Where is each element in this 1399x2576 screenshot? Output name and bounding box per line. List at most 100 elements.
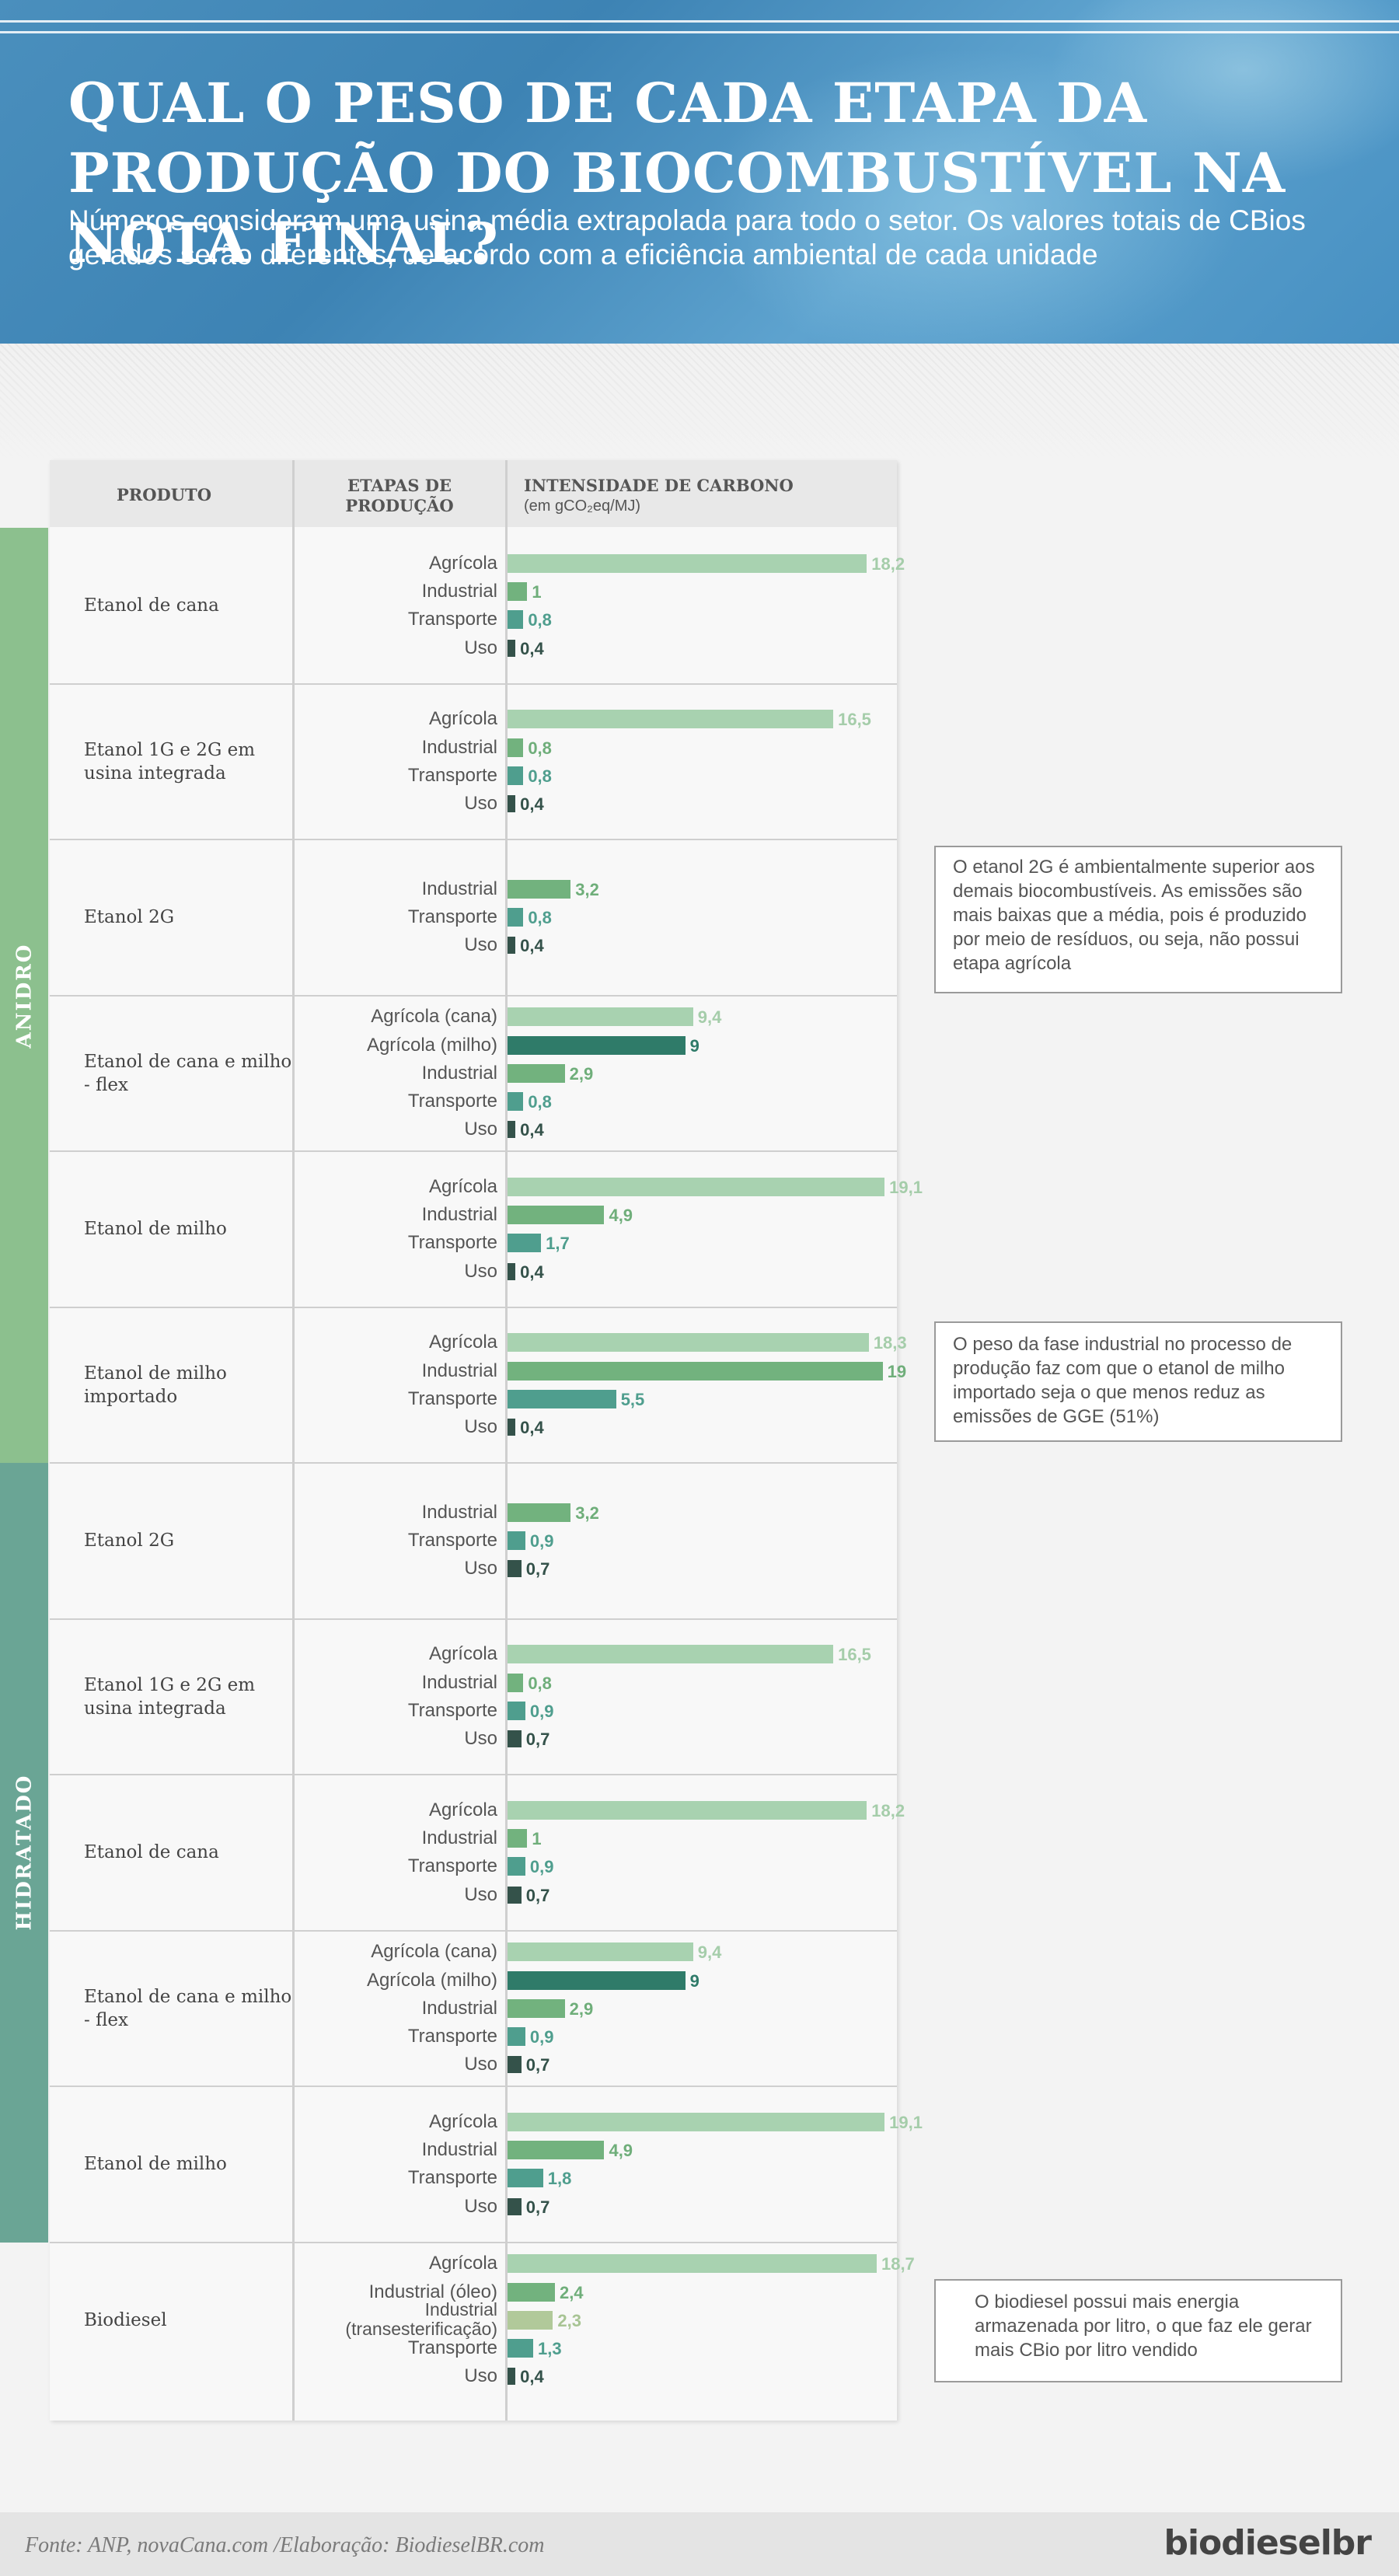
page-title: QUAL O PESO DE CADA ETAPA DA PRODUÇÃO DO… bbox=[68, 71, 1286, 275]
bar-industrial-transest- bbox=[508, 2310, 553, 2330]
stage-label: Agrícola (cana) bbox=[371, 1006, 497, 1028]
row-divider bbox=[50, 2241, 897, 2243]
stage-label: Agrícola bbox=[428, 1799, 497, 1820]
bar-value-label: 1 bbox=[532, 1829, 542, 1849]
stage-label: Uso bbox=[464, 2195, 497, 2217]
bar-value-label: 18,2 bbox=[871, 553, 905, 574]
bar-agricola bbox=[508, 710, 834, 729]
product-name: Etanol de milho importado bbox=[84, 1363, 227, 1407]
bar-value-label: 5,5 bbox=[620, 1389, 645, 1409]
stage-label: Uso bbox=[464, 934, 497, 956]
product-name: Etanol 2G bbox=[84, 907, 175, 928]
bar-value-label: 0,4 bbox=[520, 936, 544, 956]
bar-value-label: 4,9 bbox=[609, 2141, 633, 2161]
bar-value-label: 1 bbox=[532, 582, 542, 602]
stage-label: Industrial bbox=[421, 2139, 497, 2161]
bar-value-label: 9,4 bbox=[697, 1942, 722, 1963]
column-header-produto: PRODUTO bbox=[117, 485, 211, 504]
bar-value-label: 19,1 bbox=[889, 2112, 923, 2132]
bar-value-label: 0,9 bbox=[529, 1701, 554, 1721]
bar-transporte bbox=[508, 2169, 543, 2188]
stage-label: Transporte bbox=[407, 609, 497, 630]
column-header-etapas: ETAPAS DE PRODUÇÃO bbox=[345, 476, 454, 515]
stage-label: Agrícola bbox=[428, 2253, 497, 2274]
bar-value-label: 0,4 bbox=[520, 1262, 544, 1282]
row-divider bbox=[50, 2086, 897, 2087]
stage-label: Transporte bbox=[407, 2337, 497, 2358]
bar-value-label: 4,9 bbox=[609, 1206, 633, 1226]
bar-value-label: 0,4 bbox=[520, 794, 544, 815]
note-biodiesel: O biodiesel possui mais energia armazena… bbox=[934, 2279, 1342, 2382]
group-label-hidratado: HIDRATADO bbox=[0, 1463, 48, 2243]
row-divider bbox=[50, 1150, 897, 1152]
bar-agricola bbox=[508, 1333, 869, 1353]
bar-value-label: 0,4 bbox=[520, 1418, 544, 1438]
bar-industrial bbox=[508, 1673, 524, 1692]
bar-uso bbox=[508, 2056, 522, 2074]
bar-agricola-milho- bbox=[508, 1970, 686, 1990]
table-card bbox=[50, 460, 897, 2421]
bar-value-label: 9,4 bbox=[697, 1007, 722, 1028]
bar-industrial bbox=[508, 1063, 565, 1083]
bar-agricola bbox=[508, 2254, 877, 2274]
stage-label: Industrial bbox=[421, 1204, 497, 1226]
stage-label: Agrícola bbox=[428, 552, 497, 574]
bar-value-label: 2,9 bbox=[569, 1063, 594, 1084]
bar-value-label: 0,4 bbox=[520, 1120, 544, 1140]
bar-uso bbox=[508, 795, 516, 813]
bar-agricola bbox=[508, 2112, 885, 2131]
bar-industrial bbox=[508, 1503, 571, 1523]
stage-label: Uso bbox=[464, 1260, 497, 1282]
stage-label: Uso bbox=[464, 637, 497, 658]
note-milho-importado: O peso da fase industrial no processo de… bbox=[934, 1321, 1342, 1442]
bar-value-label: 0,8 bbox=[528, 1091, 552, 1112]
bar-value-label: 3,2 bbox=[575, 880, 599, 900]
bar-uso bbox=[508, 1730, 522, 1748]
stage-label: Transporte bbox=[407, 1232, 497, 1254]
bar-uso bbox=[508, 937, 516, 955]
bar-industrial bbox=[508, 1206, 605, 1225]
source-note: Fonte: ANP, novaCana.com /Elaboração: Bi… bbox=[25, 2533, 545, 2557]
stage-label: Uso bbox=[464, 1119, 497, 1140]
bar-transporte bbox=[508, 1091, 524, 1111]
bar-value-label: 9 bbox=[689, 1035, 700, 1056]
stage-label: Transporte bbox=[407, 1699, 497, 1721]
group-label-text: HIDRATADO bbox=[12, 1774, 36, 1931]
bar-value-label: 0,7 bbox=[525, 1730, 550, 1750]
footer bbox=[0, 2512, 1399, 2576]
stage-label: Industrial bbox=[421, 1062, 497, 1084]
bar-transporte bbox=[508, 1857, 525, 1876]
bar-agricola bbox=[508, 1007, 693, 1027]
bar-value-label: 0,7 bbox=[525, 2055, 550, 2075]
bar-transporte bbox=[508, 766, 524, 785]
stage-label: Agrícola bbox=[428, 1175, 497, 1197]
stage-label: Agrícola bbox=[428, 1332, 497, 1353]
row-divider bbox=[50, 994, 897, 997]
stage-label: Industrial (transesterificação) bbox=[345, 2299, 497, 2339]
bar-industrial bbox=[508, 1829, 528, 1848]
bar-value-label: 0,9 bbox=[529, 2026, 554, 2047]
stage-label: Transporte bbox=[407, 764, 497, 786]
product-name: Etanol de cana bbox=[84, 595, 219, 616]
bar-industrial bbox=[508, 582, 528, 602]
bar-value-label: 18,2 bbox=[871, 1800, 905, 1820]
bar-value-label: 1,8 bbox=[547, 2169, 572, 2189]
stage-label: Industrial bbox=[421, 736, 497, 758]
bar-value-label: 19,1 bbox=[889, 1177, 923, 1197]
bar-value-label: 0,4 bbox=[520, 2367, 544, 2387]
stage-label: Industrial bbox=[421, 1502, 497, 1524]
row-divider bbox=[50, 1462, 897, 1464]
bar-transporte bbox=[508, 1531, 525, 1551]
bar-value-label: 0,8 bbox=[528, 1673, 552, 1693]
bar-value-label: 1,3 bbox=[538, 2338, 562, 2358]
bar-transporte bbox=[508, 1701, 525, 1720]
table-header bbox=[50, 460, 897, 527]
stage-label: Transporte bbox=[407, 1855, 497, 1877]
stage-label: Transporte bbox=[407, 2167, 497, 2189]
bar-industrial bbox=[508, 738, 524, 757]
stage-label: Agrícola (milho) bbox=[366, 1034, 497, 1056]
bar-agricola bbox=[508, 1645, 834, 1664]
bar-value-label: 2,9 bbox=[569, 1998, 594, 2019]
bar-value-label: 2,4 bbox=[559, 2282, 584, 2302]
stage-label: Uso bbox=[464, 793, 497, 815]
